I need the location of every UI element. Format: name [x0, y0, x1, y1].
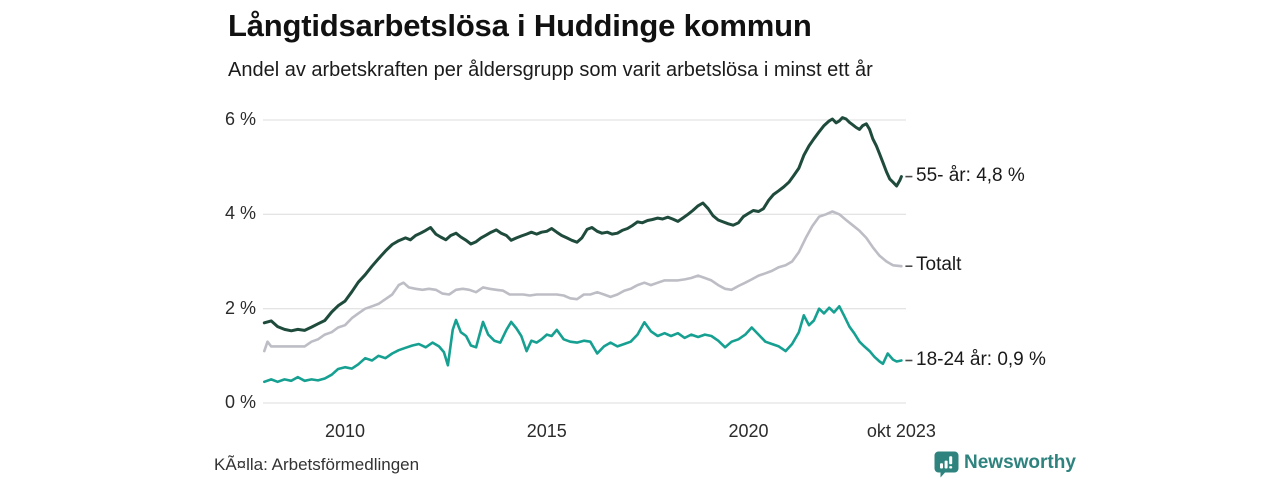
series-end-label: Totalt [916, 254, 962, 276]
newsworthy-logo-text: Newsworthy [964, 452, 1076, 473]
series-line-18-24-r [263, 305, 903, 384]
newsworthy-logo-icon [934, 451, 959, 478]
source-attribution: KÃ¤lla: Arbetsförmedlingen [214, 455, 420, 474]
x-axis-tick-label: 2015 [526, 421, 567, 441]
x-axis-tick-label: okt 2023 [866, 421, 936, 441]
series-line-totalt [263, 210, 903, 353]
page-title: Långtidsarbetslösa i Huddinge kommun [228, 8, 812, 43]
chart-subtitle: Andel av arbetskraften per åldersgrupp s… [228, 59, 873, 81]
x-axis-tick-label: 2010 [324, 421, 366, 441]
y-axis-tick-label: 0 % [224, 392, 256, 412]
y-axis-tick-label: 4 % [224, 203, 256, 224]
y-axis-tick-label: 6 % [224, 108, 256, 129]
series-end-label: 18-24 år: 0,9 % [916, 348, 1046, 370]
series-line-55-r [262, 116, 903, 333]
y-axis-tick-label: 2 % [224, 297, 256, 318]
series-end-label: 55- år: 4,8 % [916, 164, 1025, 186]
x-axis-tick-label: 2020 [728, 421, 769, 441]
